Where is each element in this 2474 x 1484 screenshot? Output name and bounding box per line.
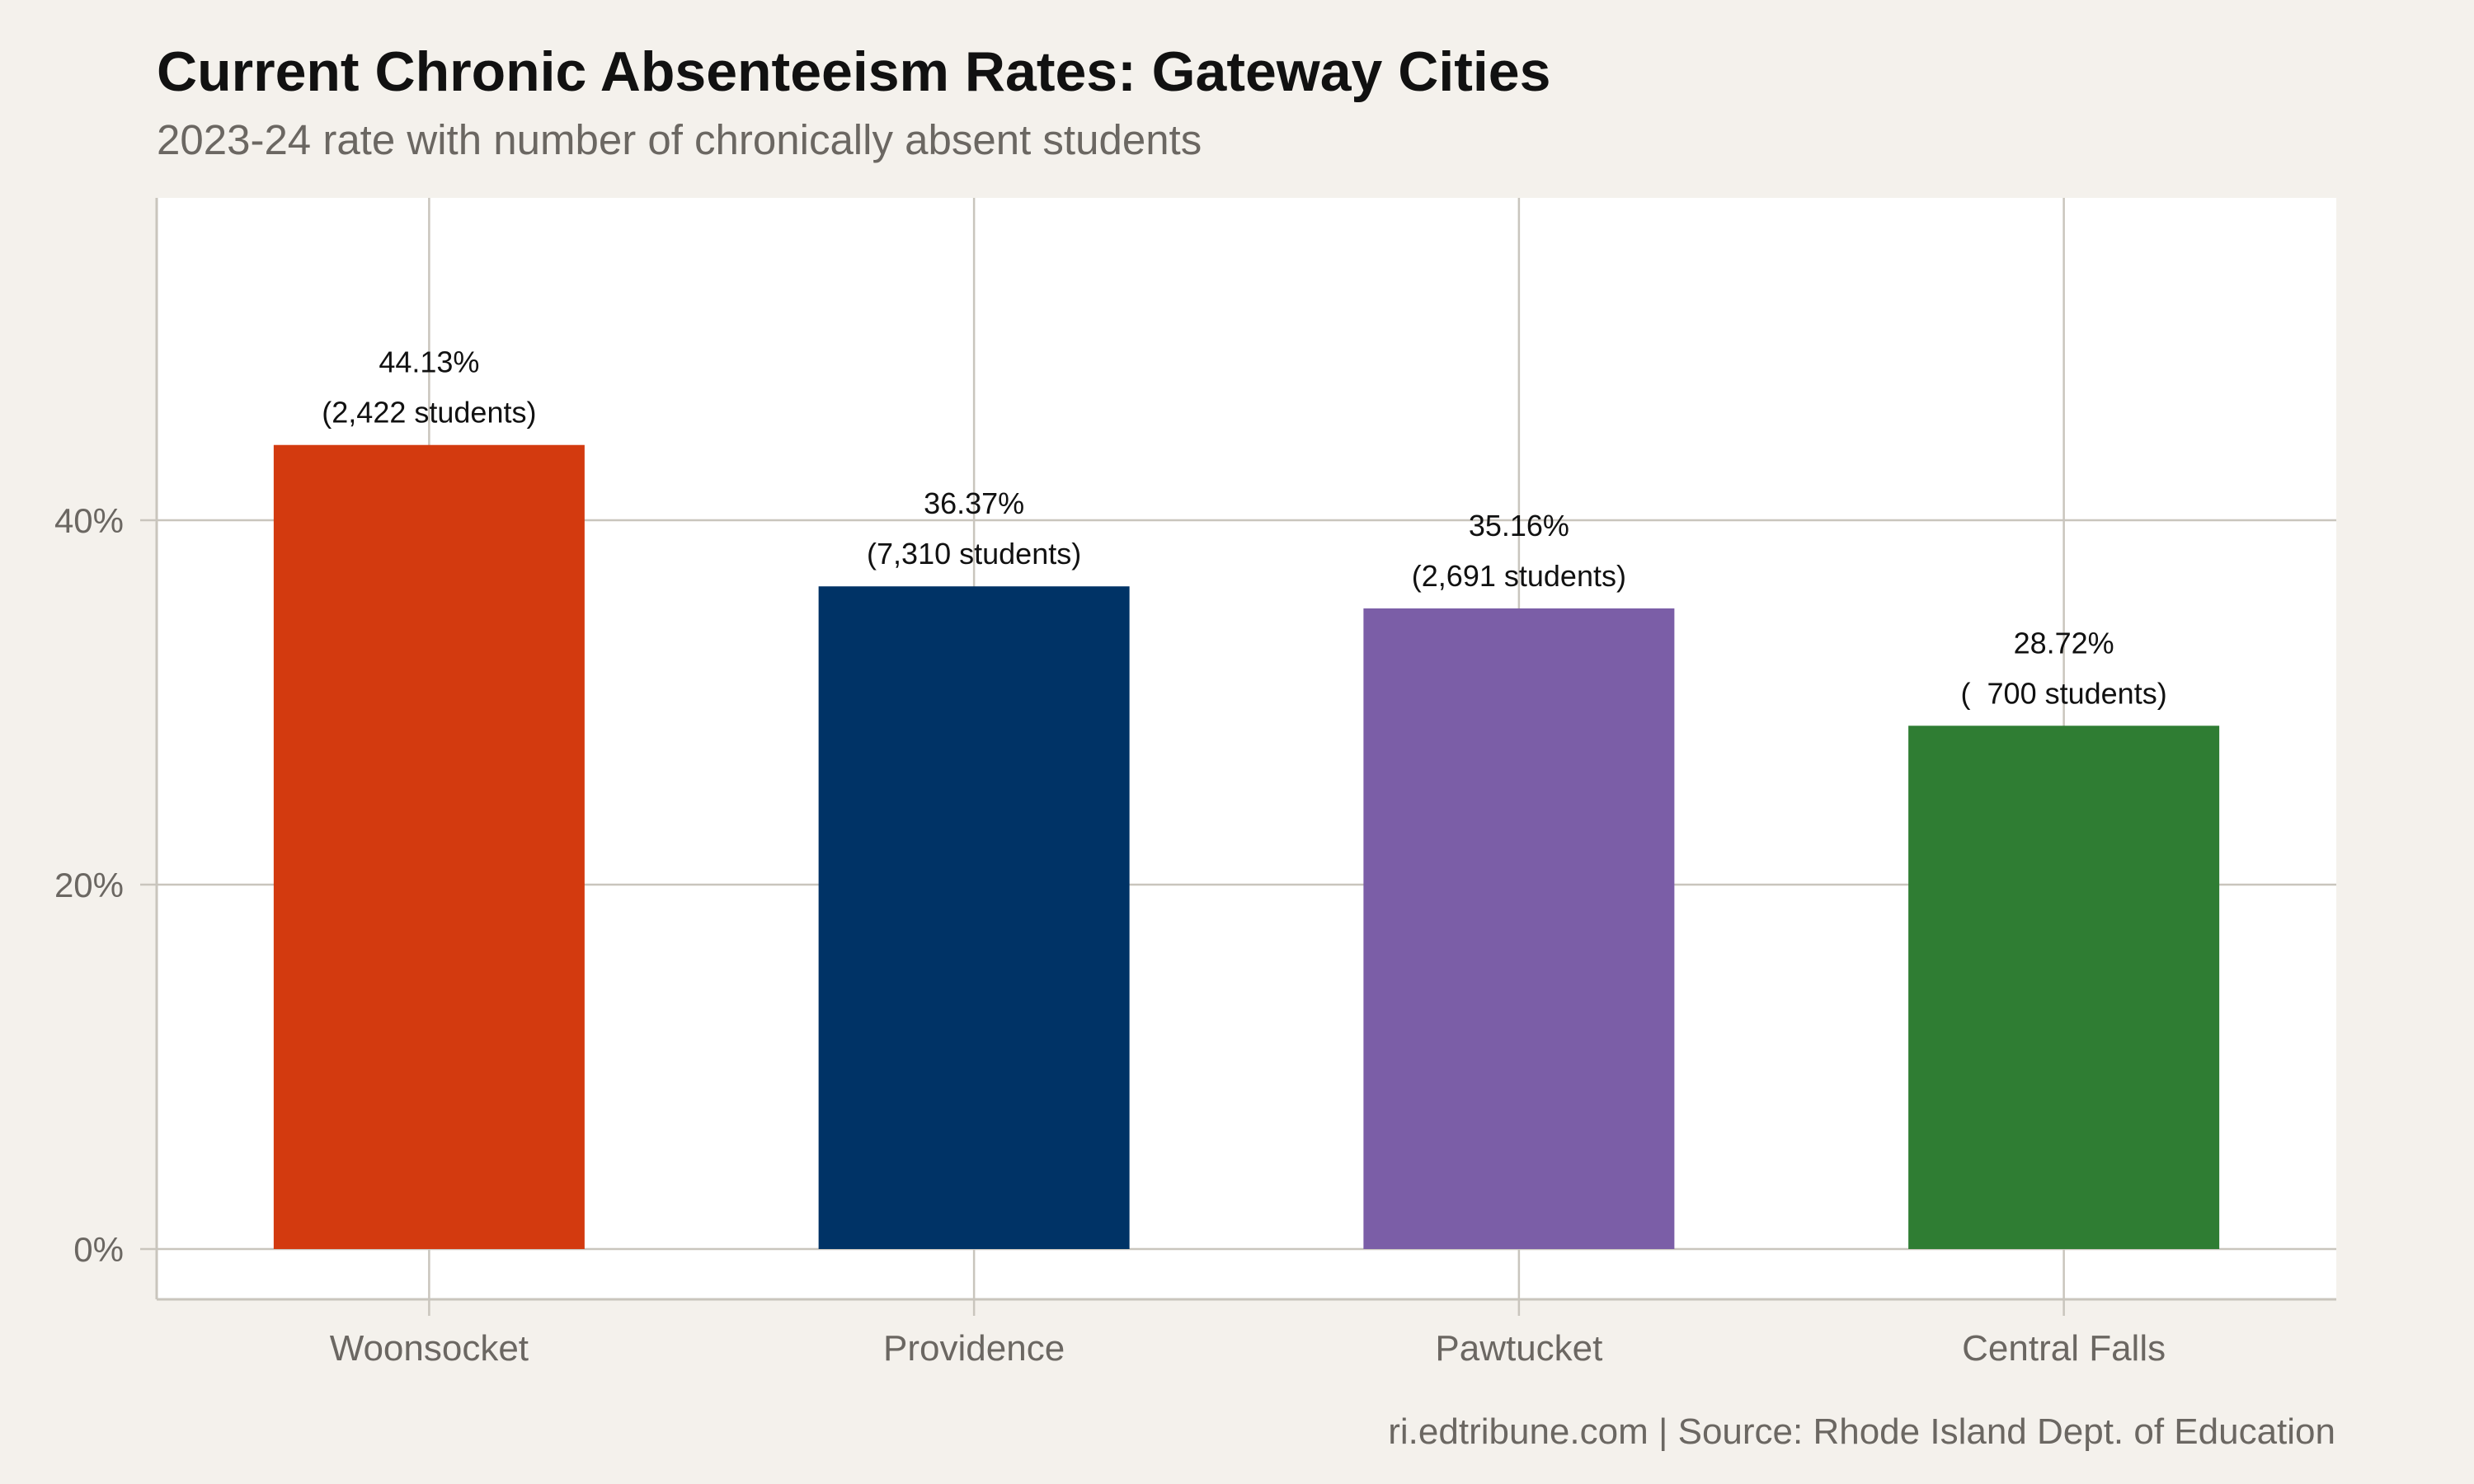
y-tick-label: 0% [73,1230,124,1269]
count-label: (2,691 students) [1412,559,1626,593]
bar-woonsocket [273,444,585,1249]
bar-pawtucket [1363,608,1675,1249]
x-tick-label: Central Falls [1962,1328,2166,1369]
count-label: ( 700 students) [1961,676,2167,710]
chart-title: Current Chronic Absenteeism Rates: Gatew… [157,40,1551,103]
count-label: (7,310 students) [867,537,1081,571]
value-label: 36.37% [924,486,1024,520]
y-tick-label: 20% [54,866,124,904]
count-label: (2,422 students) [322,396,536,430]
value-label: 35.16% [1469,509,1569,542]
value-label: 28.72% [2014,626,2114,660]
chart-caption: ri.edtribune.com | Source: Rhode Island … [1388,1411,2335,1452]
x-tick-label: Pawtucket [1435,1328,1602,1369]
bar-providence [818,586,1130,1249]
x-tick-label: Woonsocket [330,1328,529,1369]
y-tick-label: 40% [54,501,124,540]
x-tick-label: Providence [883,1328,1065,1369]
value-label: 44.13% [379,345,479,379]
chart-subtitle: 2023-24 rate with number of chronically … [157,116,1202,163]
bar-central-falls [1908,726,2220,1249]
